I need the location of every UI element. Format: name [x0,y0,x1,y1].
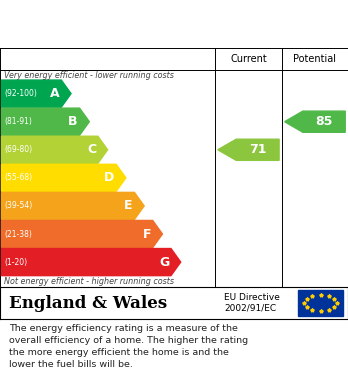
Text: F: F [142,228,151,240]
Text: (69-80): (69-80) [4,145,32,154]
Polygon shape [285,111,345,132]
Text: G: G [159,256,169,269]
Text: B: B [68,115,78,128]
Text: D: D [104,171,114,184]
Text: E: E [124,199,133,212]
Polygon shape [1,249,181,276]
Text: (81-91): (81-91) [4,117,32,126]
Polygon shape [1,80,71,107]
Text: EU Directive
2002/91/EC: EU Directive 2002/91/EC [224,293,280,313]
Polygon shape [1,136,108,163]
Text: Current: Current [230,54,267,64]
Text: Potential: Potential [293,54,337,64]
Polygon shape [1,108,89,135]
Text: Not energy efficient - higher running costs: Not energy efficient - higher running co… [4,277,174,286]
Text: (21-38): (21-38) [4,230,32,239]
Bar [298,290,343,316]
Text: Very energy efficient - lower running costs: Very energy efficient - lower running co… [4,71,174,80]
Polygon shape [1,221,163,248]
Text: (92-100): (92-100) [4,89,37,98]
Text: 71: 71 [249,143,267,156]
Text: 85: 85 [315,115,333,128]
Text: (1-20): (1-20) [4,258,27,267]
Polygon shape [1,192,144,219]
Text: (55-68): (55-68) [4,173,32,182]
Polygon shape [1,164,126,192]
Polygon shape [218,139,279,160]
Text: (39-54): (39-54) [4,201,32,210]
Text: A: A [50,87,60,100]
Text: England & Wales: England & Wales [9,294,167,312]
Text: Energy Efficiency Rating: Energy Efficiency Rating [9,16,238,34]
Text: The energy efficiency rating is a measure of the
overall efficiency of a home. T: The energy efficiency rating is a measur… [9,325,248,369]
Text: C: C [87,143,96,156]
